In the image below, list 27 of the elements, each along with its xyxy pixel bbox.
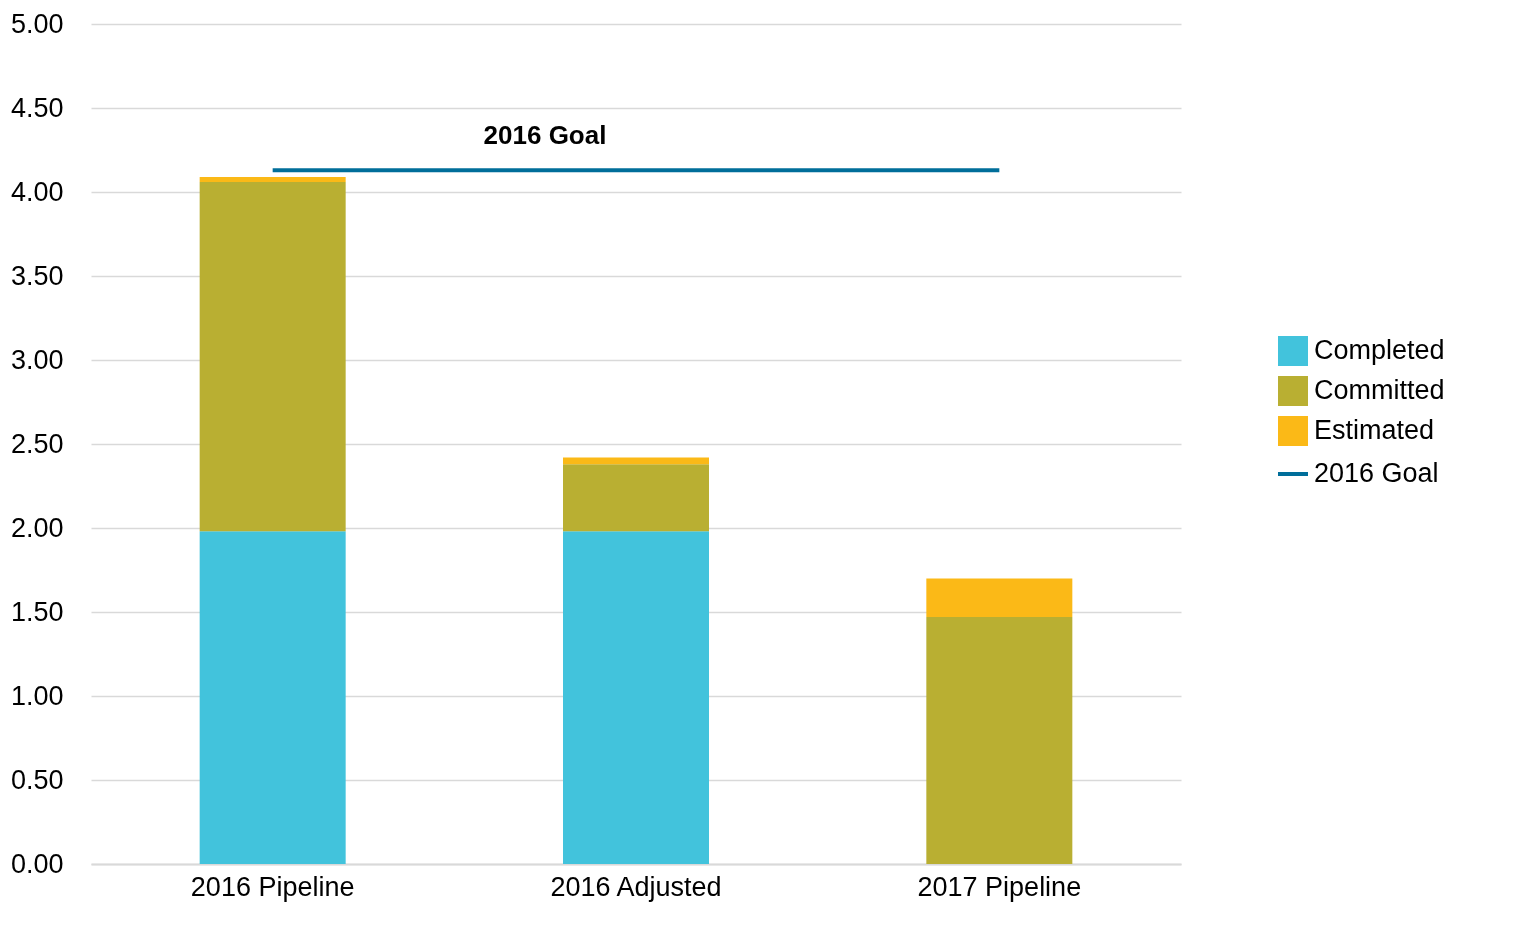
bar	[199, 181, 346, 532]
x-tick-label: 2016 Pipeline	[190, 871, 355, 902]
annotation: 2016 Goal	[483, 120, 607, 151]
legend-label: Estimated	[1314, 415, 1435, 445]
legend-label: Completed	[1314, 335, 1445, 365]
y-tick-label: 5.00	[10, 8, 64, 39]
legend-label: 2016 Goal	[1314, 458, 1439, 488]
y-tick-label: 2.50	[10, 428, 64, 459]
bar	[199, 531, 346, 864]
bar	[563, 457, 709, 465]
y-tick-label: 4.50	[10, 92, 64, 123]
y-tick-label: 3.00	[10, 344, 64, 375]
y-tick-label: 3.50	[10, 260, 64, 291]
bar	[199, 176, 346, 182]
bar	[563, 531, 709, 864]
bar	[926, 617, 1073, 864]
legend-label: Committed	[1314, 375, 1445, 405]
y-tick-label: 0.00	[10, 848, 64, 879]
y-tick-label: 4.00	[10, 176, 64, 207]
bar	[926, 578, 1073, 618]
y-tick-label: 0.50	[10, 764, 64, 795]
x-tick-label: 2016 Adjusted	[550, 871, 722, 902]
x-tick-label: 2017 Pipeline	[917, 871, 1082, 902]
bar	[563, 464, 709, 532]
y-tick-label: 2.00	[10, 512, 64, 543]
y-tick-label: 1.00	[10, 680, 64, 711]
y-tick-label: 1.50	[10, 596, 64, 627]
